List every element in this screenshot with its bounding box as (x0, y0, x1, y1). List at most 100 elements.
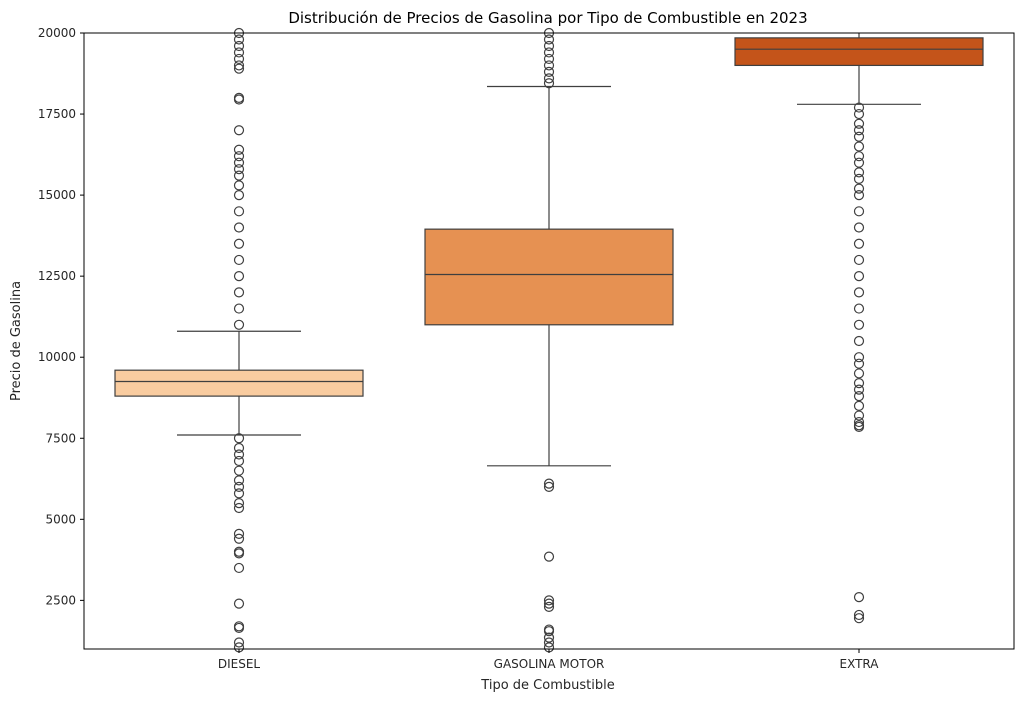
outlier-point (233, 206, 245, 217)
outlier-point (853, 352, 865, 363)
outlier-point (853, 613, 865, 624)
outlier-point (233, 475, 245, 486)
outlier-point (233, 502, 245, 514)
outlier-point (543, 626, 555, 637)
outlier-point (853, 271, 865, 282)
outlier-point (853, 319, 865, 330)
outlier-point (543, 66, 555, 78)
x-tick-label: DIESEL (218, 657, 261, 671)
y-axis: 2500 5000 7500 10000 12500 15000 17500 20000 (38, 26, 84, 607)
outlier-point (233, 548, 245, 559)
outlier-point (233, 92, 245, 103)
outlier-point (233, 637, 245, 648)
y-tick-label: 20000 (38, 26, 76, 40)
outlier-point (543, 595, 555, 606)
outlier-point (233, 53, 245, 65)
outlier-point (853, 410, 865, 421)
outlier-point (233, 144, 245, 155)
outlier-point (233, 303, 245, 314)
outlier-point (233, 488, 245, 499)
outlier-point (233, 598, 245, 609)
outlier-point (233, 190, 245, 201)
y-tick-label: 15000 (38, 188, 76, 202)
outlier-point (853, 609, 865, 621)
outlier-point (233, 60, 245, 71)
chart-title: Distribución de Precios de Gasolina por … (288, 9, 807, 27)
x-tick-label: GASOLINA MOTOR (494, 657, 605, 671)
outlier-point (233, 47, 245, 58)
outlier-point (853, 368, 865, 379)
outlier-point (543, 73, 555, 84)
outlier-point (543, 551, 555, 562)
outlier-point (853, 108, 865, 120)
outlier-point (233, 465, 245, 476)
outlier-point (853, 378, 865, 389)
outlier-point (233, 455, 245, 467)
plot-area (114, 27, 984, 653)
y-tick-label: 7500 (45, 431, 76, 445)
outlier-point (853, 254, 865, 266)
box-group-diesel (114, 27, 364, 653)
y-tick-label: 5000 (45, 512, 76, 526)
y-tick-label: 12500 (38, 269, 76, 283)
outlier-point (233, 164, 245, 175)
outlier-point (543, 34, 555, 45)
outlier-point (853, 287, 865, 298)
outlier-point (543, 60, 555, 71)
outlier-point (543, 478, 555, 489)
box-group-gasolina-motor (424, 27, 674, 653)
outlier-point (853, 141, 865, 152)
outlier-point (233, 238, 245, 249)
outlier-point (233, 319, 245, 330)
outlier-point (853, 131, 865, 142)
outlier-point (543, 598, 555, 609)
outlier-point (853, 384, 865, 395)
x-axis: DIESEL GASOLINA MOTOR EXTRA (218, 649, 879, 671)
outlier-point (543, 47, 555, 58)
outlier-point (543, 637, 555, 648)
outlier-point (853, 222, 865, 233)
outlier-point (543, 78, 555, 89)
outlier-point (233, 449, 245, 460)
outlier-point (233, 533, 245, 544)
iqr-box (424, 228, 674, 326)
outlier-point (233, 125, 245, 136)
outlier-point (853, 118, 865, 129)
outlier-point (543, 601, 555, 612)
outlier-point (853, 167, 865, 178)
outlier-point (853, 303, 865, 314)
outlier-point (853, 157, 865, 168)
outlier-point (853, 421, 865, 433)
outlier-point (853, 206, 865, 217)
outlier-point (233, 498, 245, 509)
outlier-point (853, 592, 865, 603)
outlier-point (853, 183, 865, 194)
outlier-point (233, 433, 245, 444)
outlier-point (233, 180, 245, 191)
outlier-point (853, 358, 865, 369)
outlier-point (853, 391, 865, 402)
outlier-point (233, 63, 245, 74)
outlier-point (233, 254, 245, 266)
outlier-point (233, 622, 245, 634)
iqr-box (114, 369, 364, 397)
outlier-point (233, 222, 245, 233)
outlier-point (853, 173, 865, 184)
x-axis-title: Tipo de Combustible (480, 678, 614, 693)
iqr-box (734, 37, 984, 67)
outlier-point (233, 170, 245, 181)
box-group-extra (734, 33, 984, 624)
y-tick-label: 17500 (38, 107, 76, 121)
outlier-point (853, 400, 865, 411)
outlier-point (233, 271, 245, 282)
outlier-point (233, 481, 245, 492)
outlier-point (543, 632, 555, 643)
outlier-point (853, 102, 865, 113)
outlier-point (233, 151, 245, 162)
outlier-point (853, 335, 865, 347)
outlier-point (233, 40, 245, 52)
outlier-point (543, 481, 555, 492)
outlier-point (853, 190, 865, 201)
outlier-point (233, 562, 245, 574)
